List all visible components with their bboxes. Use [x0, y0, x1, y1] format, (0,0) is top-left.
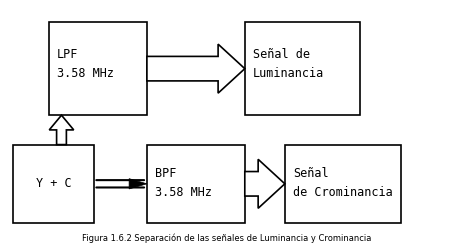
Text: LPF
3.58 MHz: LPF 3.58 MHz	[57, 48, 114, 80]
Text: Señal de
Luminancia: Señal de Luminancia	[253, 48, 324, 80]
Text: Figura 1.6.2 Separación de las señales de Luminancia y Crominancia: Figura 1.6.2 Separación de las señales d…	[82, 233, 372, 242]
Polygon shape	[147, 44, 245, 93]
Bar	[49, 22, 147, 115]
Polygon shape	[245, 159, 285, 208]
Text: Y + C: Y + C	[36, 177, 71, 190]
Bar	[245, 22, 360, 115]
Bar	[14, 144, 94, 223]
Bar	[285, 144, 400, 223]
Text: Señal
de Crominancia: Señal de Crominancia	[293, 166, 393, 198]
Text: BPF
3.58 MHz: BPF 3.58 MHz	[155, 166, 212, 198]
Polygon shape	[49, 115, 74, 144]
Polygon shape	[129, 179, 147, 189]
Bar	[147, 144, 245, 223]
